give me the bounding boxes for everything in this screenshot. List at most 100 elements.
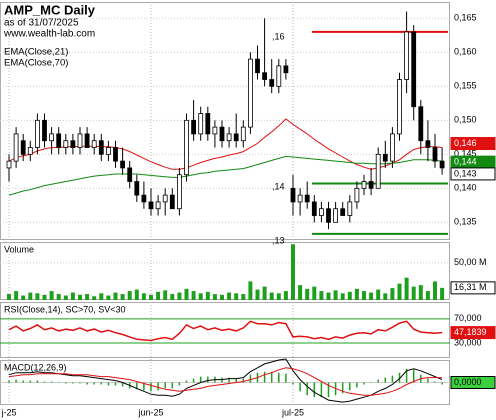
volume-bar [340,293,345,300]
histogram-bar [100,382,103,385]
y-tick-label: 0,145 [454,149,477,159]
volume-bar [141,293,146,300]
histogram-bar [150,382,152,392]
candle-body [247,58,253,128]
candle-body [382,153,388,162]
y-tick-label: 50,00 M [454,257,487,267]
histogram-bar [242,378,245,383]
y-tick-label: 0,150 [454,115,477,125]
candle-body [98,140,104,155]
histogram-bar [384,377,387,383]
volume-bar [369,292,374,300]
histogram-bar [15,379,17,383]
candle-body [283,65,289,74]
ema21-last-label-box [450,137,496,151]
candle-body [375,153,381,189]
volume-bar [291,244,295,300]
volume-bar [205,291,210,300]
volume-bar [333,290,338,300]
candle-body [368,181,374,189]
x-tick-label: j-25 [0,407,16,417]
histogram-bar [143,382,145,391]
histogram-bar [412,369,415,383]
histogram-bar [306,382,308,396]
candle-body [354,187,360,203]
x-tick-label: jun-25 [137,407,163,417]
candle-body [134,181,140,196]
histogram-bar [405,368,408,383]
signal-line [8,367,443,396]
candle-body [127,167,133,182]
candle-body [77,133,83,148]
volume-last-label: 16,31 M [454,282,487,292]
volume-bar [28,292,33,300]
candle-body [255,58,260,74]
volume-bar [85,294,90,300]
annotation: ,14 [272,181,285,191]
histogram-bar [50,381,53,383]
volume-bar [425,291,430,300]
histogram-bar [398,372,401,383]
histogram-bar [65,382,67,384]
histogram-bar [356,382,358,388]
volume-bar [283,291,288,300]
volume-bar [99,293,104,300]
volume-bar [212,294,217,300]
histogram-bar [370,382,372,383]
source: www.wealth-lab.com [3,29,95,40]
volume-bar [106,295,111,300]
volume-bar [234,293,239,300]
volume-bar [298,285,303,300]
histogram-bar [8,380,10,383]
y-tick-label: 0,165 [454,13,477,23]
histogram-bar [249,374,252,383]
volume-bar [163,290,168,300]
histogram-bar [79,382,81,384]
candle-body [13,133,19,162]
ema70-last-label: 0,144 [454,156,477,166]
ema-line [8,155,443,196]
volume-bar [42,294,47,300]
candle-body [233,133,239,142]
histogram-bar [43,381,46,383]
volume-bar [92,296,97,300]
volume-bar [305,288,310,300]
histogram-bar [207,376,209,383]
volume-bar [127,291,132,300]
candle-body [141,194,147,203]
candle-body [297,194,303,203]
histogram-bar [57,382,60,383]
histogram-bar [93,382,95,385]
candle-body [269,79,275,87]
histogram-bar [441,382,443,385]
candle-body [240,126,246,142]
candle-body [70,140,76,148]
volume-bar [184,288,189,300]
histogram-bar [36,380,39,383]
volume-bar [347,291,352,300]
volume-last-label-box [450,281,496,295]
candle-body [311,201,317,216]
histogram-bar [121,382,124,387]
histogram-bar [228,377,230,383]
histogram-bar [235,378,237,383]
volume-bar [354,288,359,300]
volume-bar [191,291,196,300]
candle-body [219,126,225,142]
rsi-last-label-box [450,326,496,340]
candle-body [155,201,161,210]
volume-bar [269,292,274,300]
candle-body [425,140,431,148]
candle-body [212,126,218,135]
candle-body [333,208,339,223]
histogram-bar [278,372,280,383]
annotation: ,13 [272,235,285,245]
volume-bar [120,294,125,300]
candle-body [6,160,12,169]
pane [0,2,450,240]
candle-body [20,140,26,155]
candle-body [91,140,97,148]
volume-bar [220,294,224,300]
candle-body [432,147,438,162]
volume-bar [440,287,445,300]
